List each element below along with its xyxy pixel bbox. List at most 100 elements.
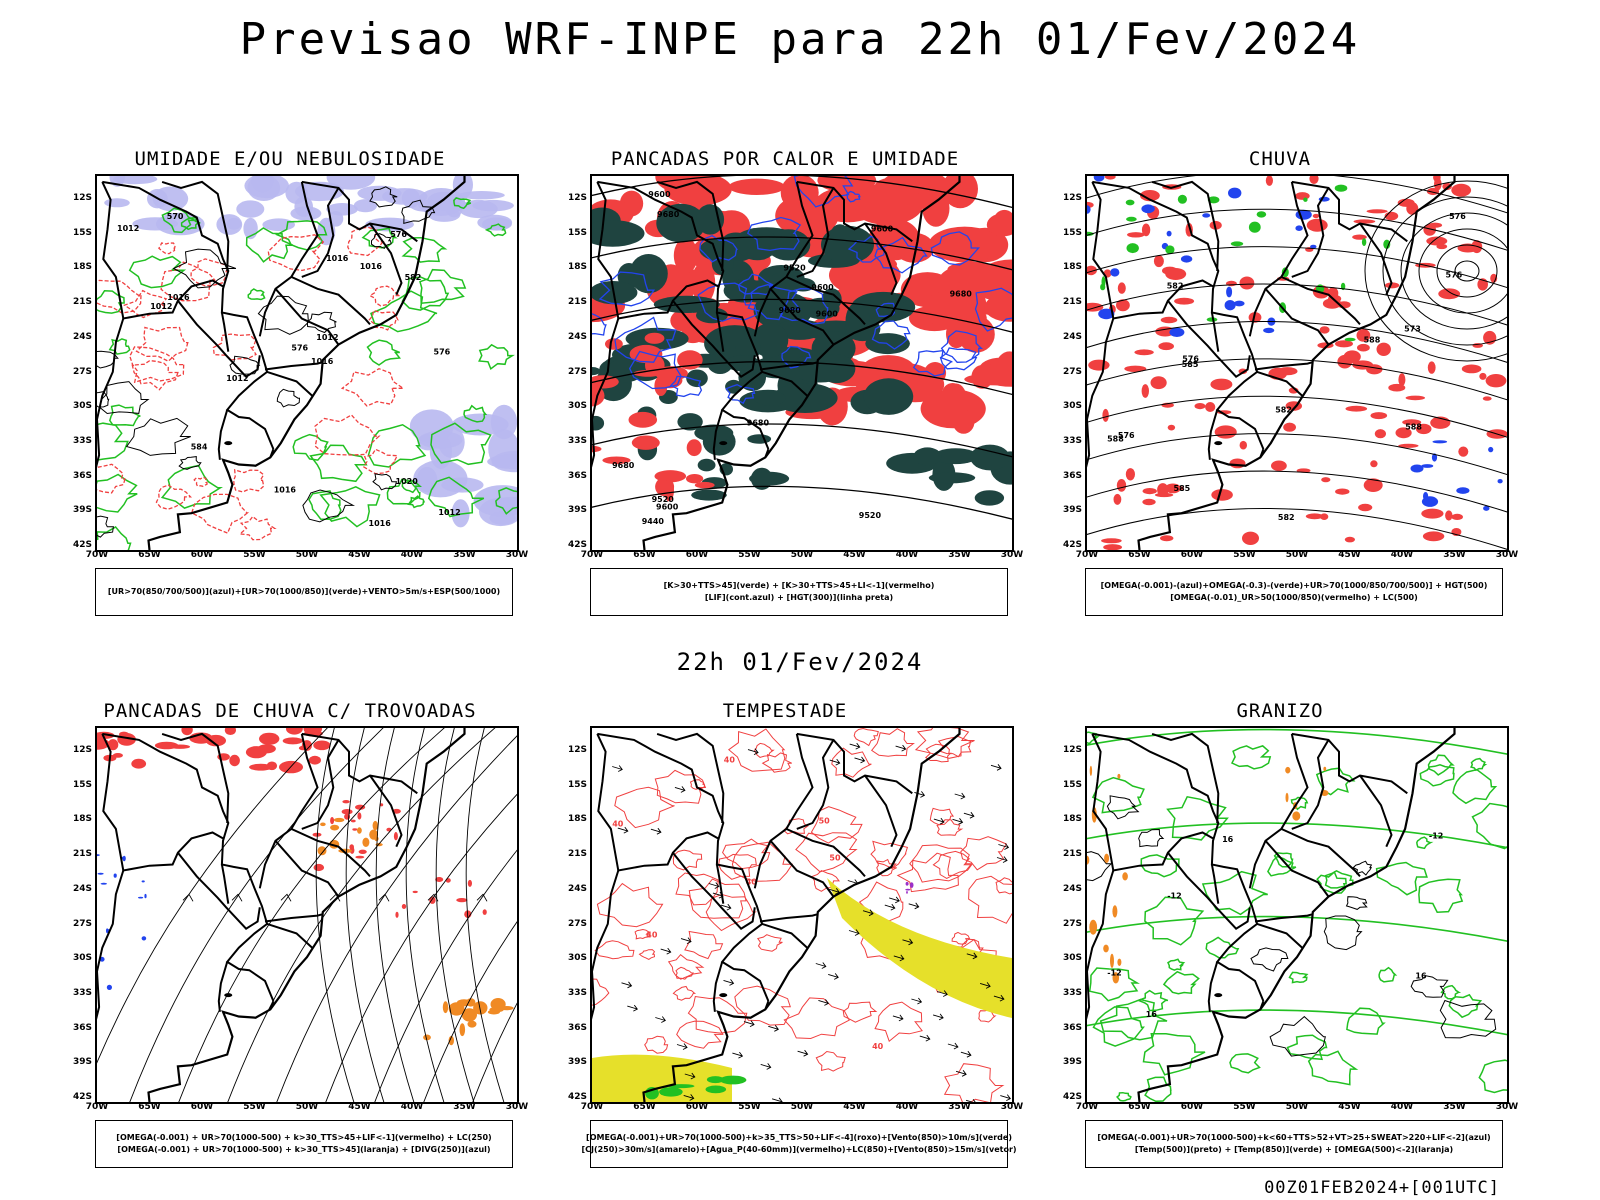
contour-line (478, 343, 515, 370)
shaded-area (1283, 422, 1296, 432)
latitude-tick: 36S (72, 1022, 92, 1033)
wind-vector (818, 999, 830, 1006)
longitude-tick: 60W (1180, 1102, 1204, 1112)
valid-time-subtitle: 22h 01/Fev/2024 (676, 648, 924, 676)
shaded-area (313, 740, 331, 751)
shaded-area (1142, 498, 1156, 506)
latitude-tick: 33S (567, 987, 587, 998)
data-layer: 40 50 40 50 40 40 40 (592, 728, 1012, 1102)
shaded-area (181, 728, 193, 736)
latitude-tick: 21S (1062, 297, 1082, 308)
shaded-area (1312, 213, 1320, 219)
longitude-axis: 70W 65W 60W 55W 50W 45W 40W 35W 30W (581, 1102, 1023, 1116)
shaded-area (1098, 308, 1115, 320)
contour-line (795, 832, 858, 873)
map-area: 1012 1012 1016 1020 1012 1016 1012 576 576 570 101… (95, 174, 519, 552)
contour-line (968, 875, 1012, 924)
lake-mirim (1214, 993, 1223, 998)
latitude-tick: 27S (1062, 918, 1082, 929)
contour-line (108, 404, 141, 427)
country-border (1151, 180, 1220, 272)
contour-line (842, 1001, 878, 1023)
country-border (97, 870, 125, 1020)
shaded-area (357, 812, 362, 820)
contour-line (125, 417, 191, 456)
wind-vector (848, 929, 860, 936)
contour-line (614, 316, 677, 363)
contour-label: 40 (612, 819, 624, 828)
shaded-area (592, 220, 645, 247)
shaded-area (906, 891, 908, 894)
wind-vector (684, 1072, 696, 1080)
shaded-area (1127, 232, 1145, 238)
shaded-area (1295, 192, 1310, 200)
country-border (290, 275, 371, 326)
shaded-area (1421, 508, 1444, 519)
latitude-tick: 39S (567, 1057, 587, 1068)
shaded-area (1134, 349, 1154, 356)
shaded-area (1157, 483, 1169, 497)
weather-map: 40 50 40 50 40 40 40 (592, 728, 1012, 1102)
contour-line (401, 480, 422, 494)
contour-line (430, 422, 492, 466)
shaded-area (1345, 405, 1368, 412)
shaded-area (372, 820, 378, 831)
shaded-area (1207, 196, 1220, 204)
shaded-area (1356, 329, 1371, 342)
contour-label: 40 (646, 931, 658, 940)
longitude-tick: 35W (948, 550, 971, 560)
shaded-area (477, 214, 513, 231)
contour-line (97, 391, 110, 408)
latitude-tick: 21S (72, 297, 92, 308)
contour-label: 1020 (396, 477, 419, 486)
shaded-area (606, 358, 644, 383)
shaded-area (333, 817, 345, 823)
latitude-axis: 12S 15S 18S 21S 24S 27S 30S 33S 36S 39S 42S (1040, 726, 1082, 1104)
contour-line (1288, 971, 1309, 984)
shaded-area (113, 873, 117, 878)
contour-line (1427, 754, 1455, 776)
wind-vector (797, 1049, 809, 1057)
panel-granizo: GRANIZO 12S 15S 18S 21S 24S 27S 30S 33S 36S 39S 42… (1040, 700, 1520, 1180)
longitude-tick: 50W (295, 1102, 319, 1112)
contour-line (401, 276, 450, 311)
shaded-area (1125, 468, 1135, 481)
contour-line (592, 313, 607, 336)
contour-label: 9520 (859, 511, 882, 520)
contour-line (592, 176, 1012, 209)
data-layer: 1012101210161020101210161012576576570101… (97, 176, 517, 550)
panel-title: PANCADAS DE CHUVA C/ TROVOADAS (103, 700, 477, 722)
country-border (1167, 300, 1251, 378)
contour-line (129, 346, 185, 384)
shaded-area (1388, 383, 1406, 392)
height-contour (1382, 196, 1507, 346)
contour-line (135, 326, 189, 362)
wind-vector (932, 1013, 944, 1021)
contour-line (1230, 745, 1272, 770)
shaded-area (933, 448, 979, 465)
shaded-area (1309, 176, 1319, 184)
longitude-tick: 45W (1338, 1102, 1361, 1112)
contour-label: 576 (390, 230, 407, 239)
shaded-area (286, 728, 303, 735)
contour-line (368, 285, 403, 307)
shaded-area (1370, 460, 1378, 468)
contour-label: 50 (829, 854, 841, 863)
shaded-area (1461, 364, 1482, 374)
weather-map: -12 -12 -12 16 16 16 (1087, 728, 1507, 1102)
shaded-area (1352, 234, 1367, 240)
shaded-area (1242, 531, 1259, 545)
country-border (1210, 312, 1220, 352)
weather-map: 1012101210161020101210161012576576570101… (97, 176, 517, 550)
latitude-tick: 33S (1062, 987, 1082, 998)
contour-label: 1012 (316, 333, 338, 342)
country-border (672, 852, 756, 930)
shaded-area (654, 375, 668, 396)
contour-line (1116, 1091, 1132, 1102)
shaded-area (952, 409, 975, 434)
latitude-tick: 39S (1062, 1057, 1082, 1068)
contour-line (314, 414, 381, 456)
wind-vector (960, 1050, 972, 1058)
shaded-area (1421, 496, 1439, 507)
shaded-area (1485, 374, 1507, 388)
